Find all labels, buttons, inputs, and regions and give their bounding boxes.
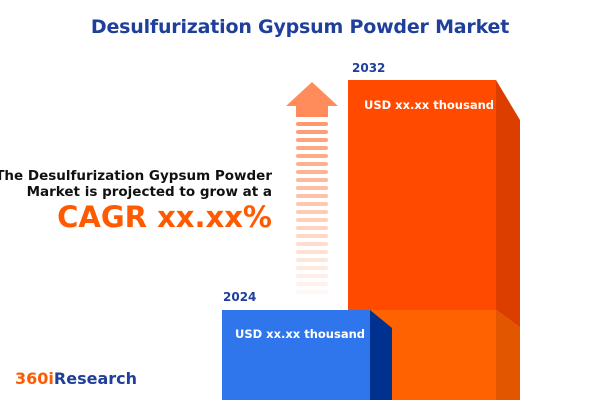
arrow-stripe	[296, 122, 328, 126]
arrow-stripe	[296, 146, 328, 150]
arrow-stripe	[296, 170, 328, 174]
lead-line-2: Market is projected to grow at a	[26, 184, 272, 200]
value-label-2032: USD xx.xx thousand	[364, 98, 495, 112]
chart-title: Desulfurization Gypsum Powder Market	[90, 16, 510, 38]
arrow-stripe	[296, 258, 328, 262]
cagr-lead-text: The Desulfurization Gypsum Powder Market…	[0, 168, 272, 200]
arrow-stripe	[296, 266, 328, 270]
arrow-stripe	[296, 138, 328, 142]
arrow-stripe	[296, 290, 328, 294]
value-label-2024: USD xx.xx thousand	[235, 327, 366, 341]
cagr-value: CAGR xx.xx%	[57, 200, 272, 234]
arrow-stripe	[296, 194, 328, 198]
arrow-stripe	[296, 154, 328, 158]
arrow-stripe	[296, 186, 328, 190]
year-label-2032: 2032	[352, 61, 386, 75]
arrow-stripe	[296, 218, 328, 222]
bar-2024	[222, 310, 392, 400]
arrow-stripe	[296, 210, 328, 214]
arrow-stripe	[296, 250, 328, 254]
arrow-stripe	[296, 202, 328, 206]
arrow-stripe	[296, 282, 328, 286]
arrow-stripe	[296, 162, 328, 166]
arrow-stripe	[296, 226, 328, 230]
arrow-stripe	[296, 178, 328, 182]
lead-line-1: The Desulfurization Gypsum Powder	[0, 168, 272, 184]
arrow-stripe	[296, 130, 328, 134]
brand-logo: 360iResearch	[15, 369, 137, 388]
arrow-stripe	[296, 274, 328, 278]
arrow-stripe	[296, 242, 328, 246]
growth-arrow-icon	[286, 82, 338, 294]
year-label-2024: 2024	[223, 290, 257, 304]
arrow-stripe	[296, 234, 328, 238]
